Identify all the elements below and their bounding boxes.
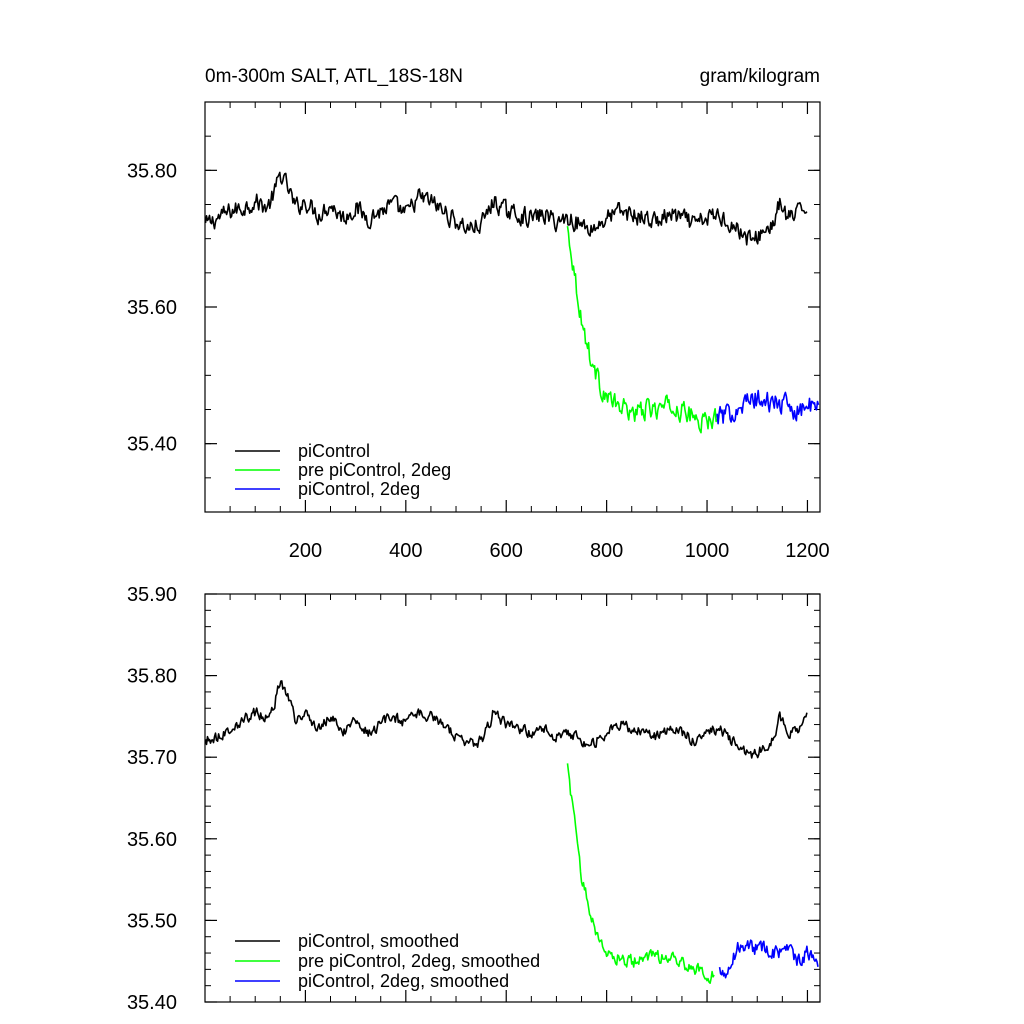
y-tick-label: 35.80: [127, 666, 177, 688]
series-line: [566, 763, 715, 985]
legend-label: piControl, 2deg: [298, 479, 420, 499]
legend-label: piControl, smoothed: [298, 931, 459, 951]
legend-label: pre piControl, 2deg, smoothed: [298, 951, 540, 971]
x-tick-label: 1200: [785, 540, 830, 562]
legend-label: piControl, 2deg, smoothed: [298, 971, 509, 991]
legend-label: pre piControl, 2deg: [298, 460, 451, 480]
x-tick-label: 200: [289, 540, 322, 562]
y-tick-label: 35.70: [127, 747, 177, 769]
legend-label: piControl: [298, 441, 370, 461]
x-tick-label: 1000: [685, 540, 730, 562]
top-panel: 200 400 600 800 1000 1200 35.40 35.60 35.80 piCon…: [127, 101, 830, 562]
x-tick-label: 600: [490, 540, 523, 562]
series-line: [204, 171, 808, 246]
units-title: gram/kilogram: [700, 66, 820, 87]
bottom-panel: 35.40 35.50 35.60 35.70 35.80 35.90 piControl,…: [127, 584, 821, 1014]
series-line: [204, 680, 808, 759]
y-tick-label: 35.40: [127, 434, 177, 456]
left-title: 0m-300m SALT, ATL_18S-18N: [205, 66, 463, 87]
plot-frame: [204, 593, 821, 1003]
series-line: [716, 389, 820, 425]
series-line: [566, 225, 718, 434]
y-tick-label: 35.40: [127, 992, 177, 1014]
y-tick-label: 35.60: [127, 829, 177, 851]
x-tick-label: 400: [389, 540, 422, 562]
y-tick-label: 35.90: [127, 584, 177, 606]
series-line: [718, 939, 819, 979]
y-tick-label: 35.50: [127, 910, 177, 932]
x-tick-label: 800: [590, 540, 623, 562]
y-tick-label: 35.60: [127, 297, 177, 319]
y-tick-label: 35.80: [127, 160, 177, 182]
